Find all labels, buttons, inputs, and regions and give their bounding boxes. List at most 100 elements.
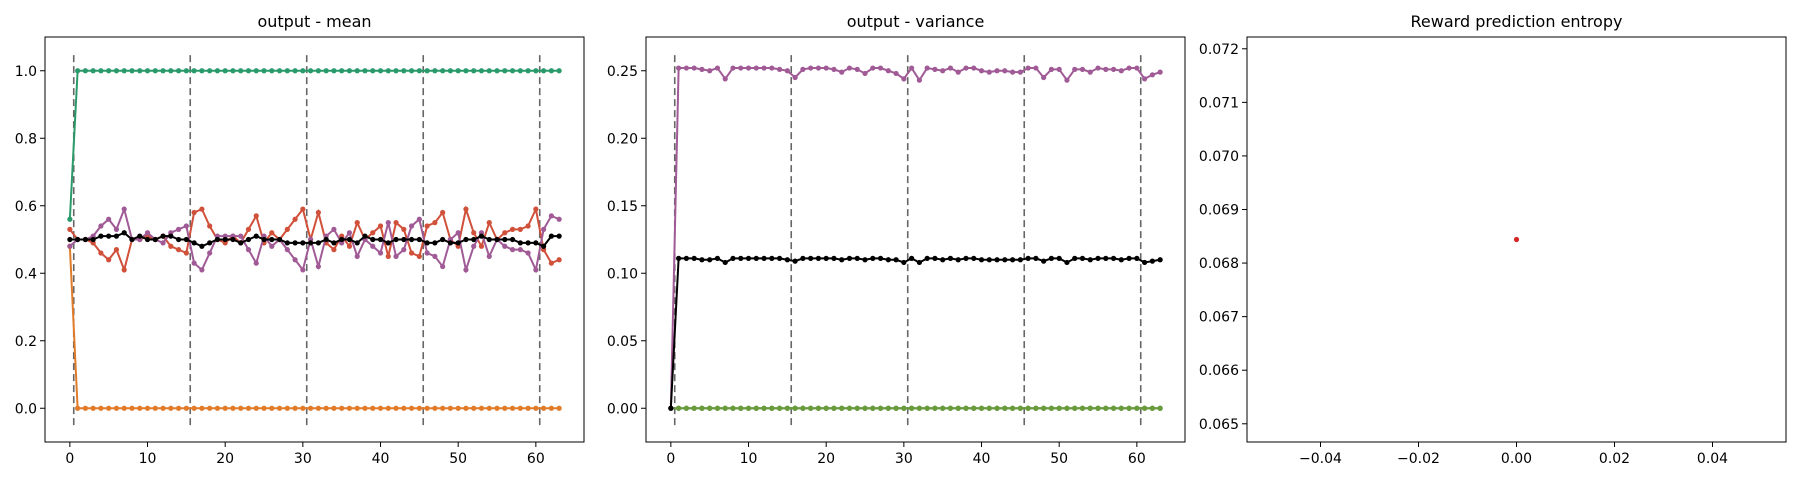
data-point <box>331 240 337 246</box>
data-point <box>238 233 244 239</box>
data-point <box>1126 65 1132 71</box>
data-point <box>792 74 798 81</box>
data-point <box>862 257 868 263</box>
data-point <box>362 233 368 239</box>
data-point <box>315 68 321 74</box>
data-point <box>370 230 376 236</box>
data-point <box>393 236 399 243</box>
data-point <box>854 255 860 261</box>
data-point <box>839 69 845 75</box>
data-point <box>401 226 407 232</box>
data-point <box>533 405 539 411</box>
data-point <box>245 247 252 253</box>
data-point <box>385 68 391 74</box>
data-point <box>839 257 845 263</box>
data-point <box>121 68 127 74</box>
data-point <box>823 405 829 411</box>
data-point <box>315 405 321 411</box>
data-point <box>1149 405 1155 411</box>
data-point <box>113 405 120 411</box>
data-point <box>408 250 415 256</box>
data-point <box>440 263 446 270</box>
data-point <box>106 233 112 239</box>
data-point <box>1017 69 1023 75</box>
data-point <box>699 405 705 411</box>
data-point <box>315 209 321 216</box>
data-point <box>494 68 500 74</box>
data-point <box>90 405 96 411</box>
data-point <box>370 405 376 411</box>
data-point <box>377 68 384 74</box>
data-point <box>160 240 166 246</box>
data-point <box>245 226 252 232</box>
data-point <box>354 253 360 259</box>
chart-title: output - variance <box>847 12 985 31</box>
data-point <box>175 405 182 411</box>
x-tick-label: 10 <box>139 451 157 467</box>
data-point <box>354 405 360 411</box>
data-point <box>144 230 151 236</box>
data-point <box>808 255 814 261</box>
data-point <box>121 230 127 236</box>
chart-panel-2: output - variance 0 10 20 30 40 50 60 0.00 0.05 0.… <box>607 12 1186 467</box>
data-point <box>1095 65 1101 71</box>
data-point <box>862 405 868 411</box>
data-point <box>323 405 329 411</box>
data-point <box>276 405 283 411</box>
data-point <box>846 255 853 261</box>
data-point <box>463 267 469 273</box>
data-point <box>745 65 752 71</box>
data-point <box>98 68 104 74</box>
data-point <box>947 65 954 71</box>
y-tick-label: 0.4 <box>15 266 37 282</box>
data-point <box>82 68 88 74</box>
data-point <box>1118 405 1124 411</box>
data-point <box>924 255 930 261</box>
data-point <box>955 69 961 75</box>
data-point <box>761 255 767 261</box>
data-point <box>393 220 399 226</box>
data-point <box>901 76 907 82</box>
x-tick-label: 30 <box>294 451 312 467</box>
data-point <box>502 236 508 243</box>
x-tick-label: −0.04 <box>1299 451 1342 467</box>
data-point <box>494 405 500 411</box>
data-point <box>893 70 899 77</box>
data-point <box>556 233 562 239</box>
data-point <box>901 405 907 411</box>
data-point <box>548 233 554 239</box>
data-point <box>1041 74 1047 81</box>
data-point <box>447 240 454 246</box>
data-point <box>1009 405 1016 411</box>
plot-frame <box>44 36 585 443</box>
data-point <box>1064 259 1070 266</box>
data-point <box>191 260 197 266</box>
data-point <box>292 240 298 246</box>
x-tick-label: −0.02 <box>1397 451 1440 467</box>
data-point <box>792 258 798 264</box>
data-point <box>854 405 860 411</box>
data-point <box>533 267 539 273</box>
data-point <box>300 405 306 411</box>
y-tick-label: 0.8 <box>15 131 37 147</box>
data-point <box>1056 255 1062 261</box>
data-point <box>323 236 329 243</box>
data-point <box>699 66 705 72</box>
y-tick-label: 0.6 <box>15 199 37 215</box>
y-tick-label: 0.066 <box>1199 363 1239 379</box>
data-point <box>978 257 985 263</box>
data-point <box>784 257 790 263</box>
data-point <box>1048 66 1055 72</box>
data-point <box>253 233 259 239</box>
data-point <box>548 405 554 411</box>
data-point <box>1079 255 1086 261</box>
data-point <box>385 405 391 411</box>
data-point <box>707 68 713 74</box>
x-tick-label: 0.00 <box>1501 451 1532 467</box>
data-point <box>978 405 985 411</box>
data-point <box>214 405 221 411</box>
chart-title: Reward prediction entropy <box>1411 12 1623 31</box>
data-point <box>113 68 120 74</box>
data-point <box>455 68 461 74</box>
